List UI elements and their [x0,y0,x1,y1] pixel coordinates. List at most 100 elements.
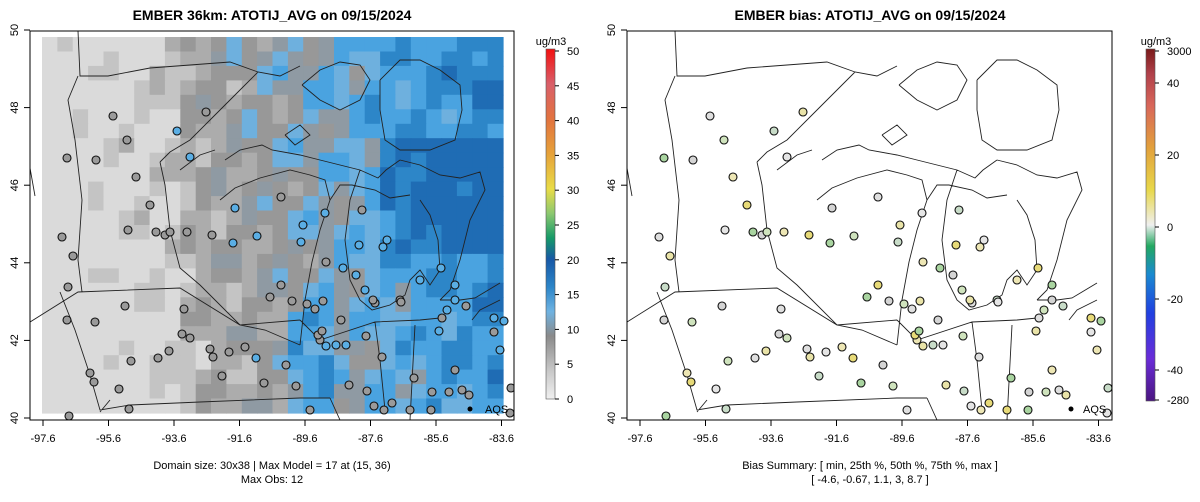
model-cell [241,94,258,110]
model-cell [364,239,381,255]
model-cell [456,51,473,67]
right-colorbar-units: ug/m3 [1141,36,1172,48]
monitor-point [426,405,436,415]
model-cell [226,225,243,241]
model-cell [57,123,74,139]
monitor-point [224,347,234,357]
model-cell [257,167,274,183]
monitor-point [959,386,969,396]
monitor-point [933,315,943,325]
model-cell [42,210,58,226]
model-cell [318,384,335,400]
monitor-point [720,225,730,235]
monitor-point [179,304,189,314]
model-cell [57,94,74,110]
model-cell [287,109,304,125]
model-cell [456,37,473,53]
model-cell [456,311,473,327]
model-cell [241,37,258,53]
monitor-point [208,352,218,362]
model-cell [195,51,212,67]
model-cell [272,369,289,385]
model-cell [88,123,105,139]
model-cell [42,326,58,342]
model-cell [318,398,335,414]
model-cell [103,65,120,81]
model-cell [364,340,381,356]
monitor-point [769,126,779,136]
model-cell [303,65,320,81]
monitor-point [1096,316,1106,326]
model-cell [426,94,443,110]
model-cell [303,210,320,226]
monitor-point [1092,345,1102,355]
model-cell [164,355,181,371]
model-cell [395,138,412,154]
model-cell [72,196,89,212]
model-cell [195,181,212,197]
model-cell [134,51,151,67]
model-cell [149,37,166,53]
model-cell [303,123,320,139]
model-cell [395,384,412,400]
model-cell [241,210,258,226]
model-cell [180,94,197,110]
model-cell [334,225,350,241]
model-cell [380,311,397,327]
model-cell [195,196,212,212]
monitor-point [281,360,291,370]
monitor-point [821,347,831,357]
model-cell [241,239,258,255]
monitor-point [848,353,858,363]
model-cell [241,65,258,81]
monitor-point [379,405,389,415]
monitor-point [368,295,378,305]
model-cell [118,94,135,110]
model-cell [426,239,443,255]
y-tick-label: 48 [9,101,21,113]
model-cell [134,37,151,53]
model-cell [42,196,58,212]
colorbar-tick-label: 10 [567,324,579,336]
y-tick-label: 42 [606,334,618,346]
right-basemap [627,31,1098,420]
x-tick-label: -93.6 [161,433,186,445]
model-cell [487,167,504,183]
model-cell [42,109,58,125]
y-tick-label: 46 [9,179,21,191]
colorbar-tick-label: 25 [567,220,579,232]
monitor-point [276,192,286,202]
x-tick-label: -93.6 [758,433,783,445]
model-cell [257,138,274,154]
model-cell [426,355,443,371]
monitor-point [849,231,859,241]
model-cell [287,326,304,342]
model-cell [226,355,243,371]
model-cell [211,340,227,356]
model-cell [257,109,274,125]
model-cell [118,210,135,226]
model-cell [456,167,473,183]
x-tick-label: -97.6 [30,433,55,445]
model-cell [349,253,366,269]
left-colorbar [545,48,556,400]
monitor-point [63,282,73,292]
model-cell [88,355,105,371]
model-cell [426,225,443,241]
model-cell [164,369,181,385]
model-cell [318,268,335,284]
monitor-point [862,292,872,302]
model-cell [380,138,397,154]
model-cell [42,239,58,255]
model-cell [42,340,58,356]
model-cell [410,297,427,313]
left-plot-frame [29,30,515,421]
model-cell [134,340,151,356]
monitor-point [798,107,808,117]
model-cell [226,37,243,53]
colorbar-tick-label: 40 [1167,78,1179,90]
x-tick-label: -83.6 [489,433,514,445]
model-cell [334,167,350,183]
model-cell [441,123,458,139]
